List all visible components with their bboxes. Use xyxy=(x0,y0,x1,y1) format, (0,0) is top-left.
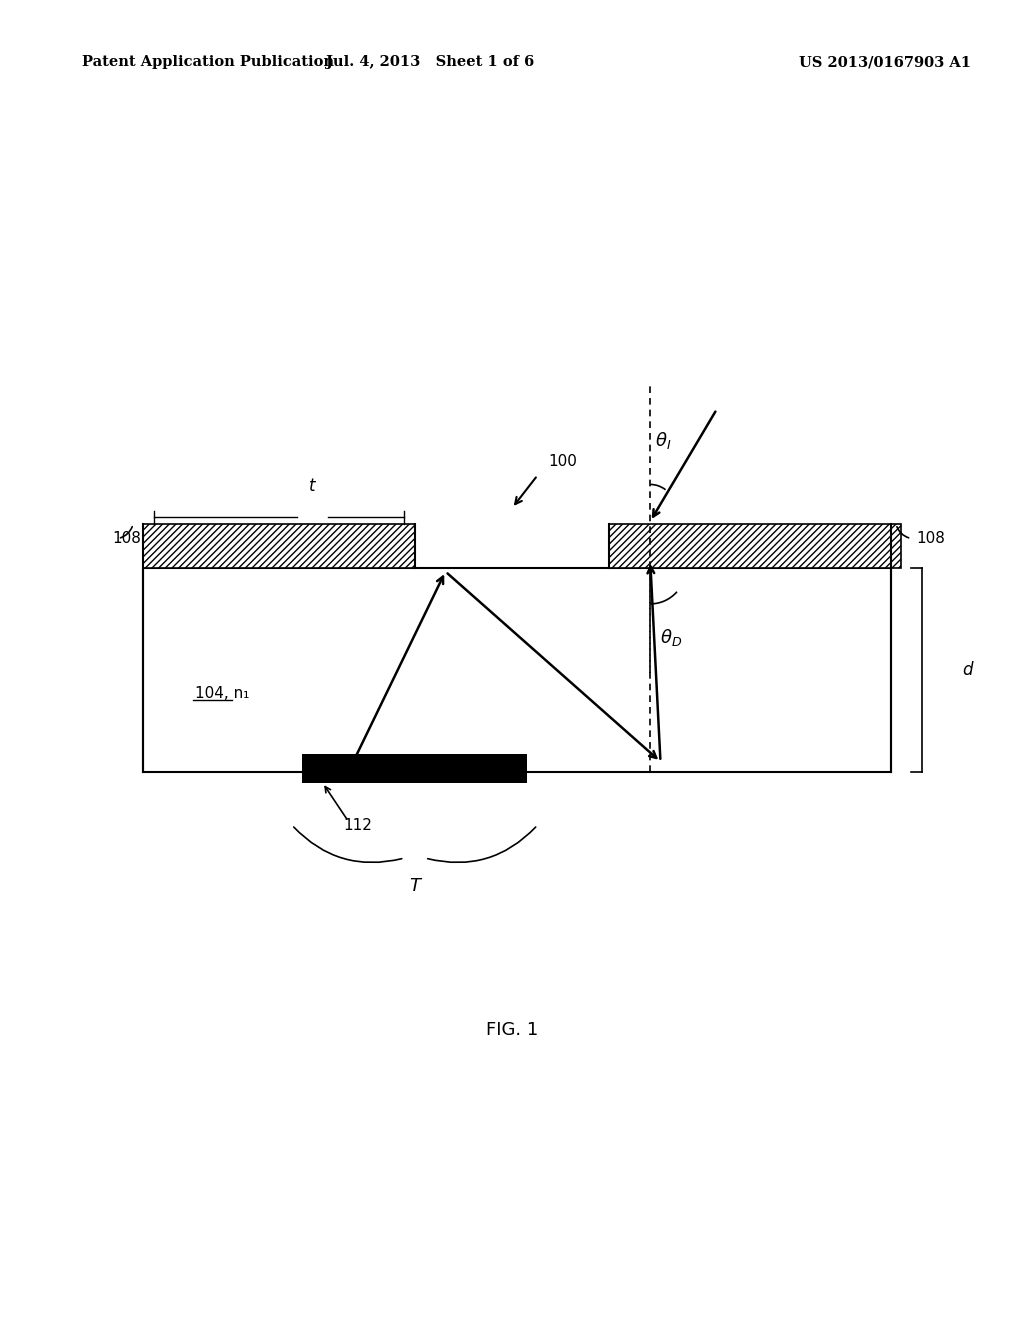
Text: Jul. 4, 2013   Sheet 1 of 6: Jul. 4, 2013 Sheet 1 of 6 xyxy=(326,55,535,70)
Bar xyxy=(143,524,415,568)
Bar xyxy=(609,524,901,568)
Text: US 2013/0167903 A1: US 2013/0167903 A1 xyxy=(799,55,971,70)
Text: 108: 108 xyxy=(113,531,141,546)
Bar xyxy=(302,754,527,783)
Text: $\theta_I$: $\theta_I$ xyxy=(655,430,672,451)
Text: 100: 100 xyxy=(548,454,577,469)
Text: d: d xyxy=(963,661,973,678)
Text: t: t xyxy=(309,477,315,495)
Text: 108: 108 xyxy=(916,531,945,546)
FancyBboxPatch shape xyxy=(143,568,891,772)
Text: Patent Application Publication: Patent Application Publication xyxy=(82,55,334,70)
Text: T: T xyxy=(410,876,420,895)
Text: $\theta_D$: $\theta_D$ xyxy=(660,627,683,648)
Text: FIG. 1: FIG. 1 xyxy=(485,1020,539,1039)
Text: 112: 112 xyxy=(343,817,372,833)
Text: 104, n₁: 104, n₁ xyxy=(195,685,249,701)
